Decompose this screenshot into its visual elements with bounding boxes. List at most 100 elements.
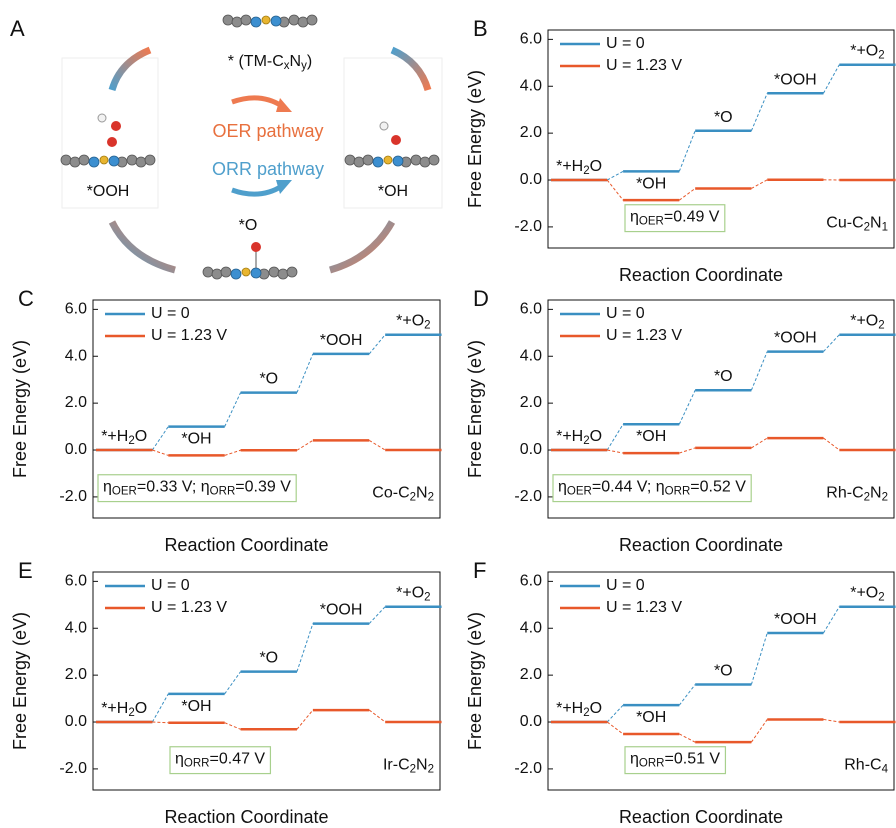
connector [606, 721, 624, 735]
y-tick-label: 0.0 [520, 713, 542, 730]
atom [97, 113, 107, 123]
state-label: *O [714, 368, 733, 385]
frame [61, 57, 159, 209]
legend-label: U = 0 [606, 35, 645, 52]
connector [224, 722, 241, 730]
state-label: *OOH [774, 611, 817, 628]
arrow [108, 46, 152, 92]
label: * (TM-CxNy) [228, 53, 312, 72]
material-label: Rh-C4 [844, 757, 888, 776]
x-axis-title: Reaction Coordinate [164, 535, 328, 555]
connector [368, 334, 386, 355]
y-axis-title: Free Energy (eV) [465, 70, 485, 208]
label: *O [239, 217, 258, 234]
connector [224, 671, 241, 695]
connector [823, 606, 840, 634]
connector [606, 170, 624, 181]
legend-label: U = 0 [151, 305, 190, 322]
state-label: *+H2O [101, 700, 147, 719]
connector [679, 447, 696, 454]
arrow-head [276, 180, 292, 194]
chart: D -2.0 0.0 2.0 4.0 6.0 Reaction Coordinate Free… [465, 286, 896, 555]
y-axis-title: Free Energy (eV) [465, 612, 485, 750]
y-tick-label: 4.0 [520, 77, 542, 94]
chart: C -2.0 0.0 2.0 4.0 6.0 Reaction Coordinate Free… [10, 286, 442, 555]
connector [823, 64, 840, 94]
x-axis-title: Reaction Coordinate [619, 265, 783, 285]
connector [679, 188, 696, 201]
y-tick-label: 6.0 [65, 573, 87, 590]
legend-label: U = 1.23 V [151, 599, 227, 616]
panel-label: B [473, 16, 488, 41]
state-label: *OOH [320, 332, 363, 349]
connector [751, 179, 768, 189]
state-label: *+H2O [556, 700, 602, 719]
connector [152, 721, 169, 724]
state-label: *OOH [774, 72, 817, 89]
annotation: ηOER=0.44 V; ηORR=0.52 V [558, 479, 746, 498]
annotation-box [97, 474, 297, 503]
connector [151, 426, 169, 451]
connector [750, 632, 768, 685]
state-label: *OOH [320, 602, 363, 619]
label: *OOH [87, 183, 130, 200]
y-axis-title: Free Energy (eV) [10, 340, 30, 478]
panel-label: A [10, 16, 25, 41]
y-tick-label: 6.0 [65, 301, 87, 318]
label: OER pathway [212, 121, 323, 141]
connector [823, 437, 840, 451]
connector [750, 351, 768, 391]
x-axis-title: Reaction Coordinate [164, 807, 328, 827]
legend-label: U = 0 [606, 305, 645, 322]
y-axis-title: Free Energy (eV) [10, 612, 30, 750]
material-label: Rh-C2N2 [826, 485, 888, 504]
connector [368, 709, 386, 723]
connector [606, 704, 624, 723]
y-tick-label: -2.0 [514, 760, 542, 777]
state-label: *OOH [774, 330, 817, 347]
connector [296, 709, 314, 730]
y-tick-label: 0.0 [65, 441, 87, 458]
connector [750, 93, 768, 131]
x-axis-title: Reaction Coordinate [619, 535, 783, 555]
material-label: Cu-C2N1 [826, 215, 888, 234]
arrow [231, 183, 284, 197]
connector [678, 390, 696, 425]
state-label: *+O2 [850, 43, 884, 62]
connector [151, 693, 169, 723]
annotation-box [624, 204, 726, 233]
molecule [344, 154, 440, 168]
plot-frame [92, 571, 441, 791]
y-tick-label: 2.0 [65, 666, 87, 683]
state-label: *OH [636, 176, 666, 193]
legend-label: U = 1.23 V [606, 599, 682, 616]
connector [678, 130, 696, 172]
atom [391, 135, 401, 145]
connector [224, 392, 242, 427]
legend-label: U = 1.23 V [606, 327, 682, 344]
y-tick-label: 4.0 [65, 619, 87, 636]
connector [606, 423, 624, 451]
y-tick-label: 2.0 [520, 666, 542, 683]
state-label: *O [714, 663, 733, 680]
state-label: *OH [181, 698, 211, 715]
arrow-head [276, 98, 292, 112]
connector [296, 353, 314, 393]
panel-label: F [473, 558, 486, 583]
molecule [202, 266, 298, 280]
y-tick-label: -2.0 [59, 488, 87, 505]
connector [751, 437, 768, 449]
material-label: Co-C2N2 [372, 485, 434, 504]
connector [823, 718, 840, 723]
panel-label: D [473, 286, 489, 311]
connector [296, 623, 314, 672]
connector [607, 449, 624, 454]
connector [606, 179, 624, 201]
y-tick-label: -2.0 [514, 488, 542, 505]
x-axis-title: Reaction Coordinate [619, 807, 783, 827]
arrow [390, 46, 432, 92]
y-axis-title: Free Energy (eV) [465, 340, 485, 478]
y-tick-label: 4.0 [65, 347, 87, 364]
connector [750, 719, 768, 743]
